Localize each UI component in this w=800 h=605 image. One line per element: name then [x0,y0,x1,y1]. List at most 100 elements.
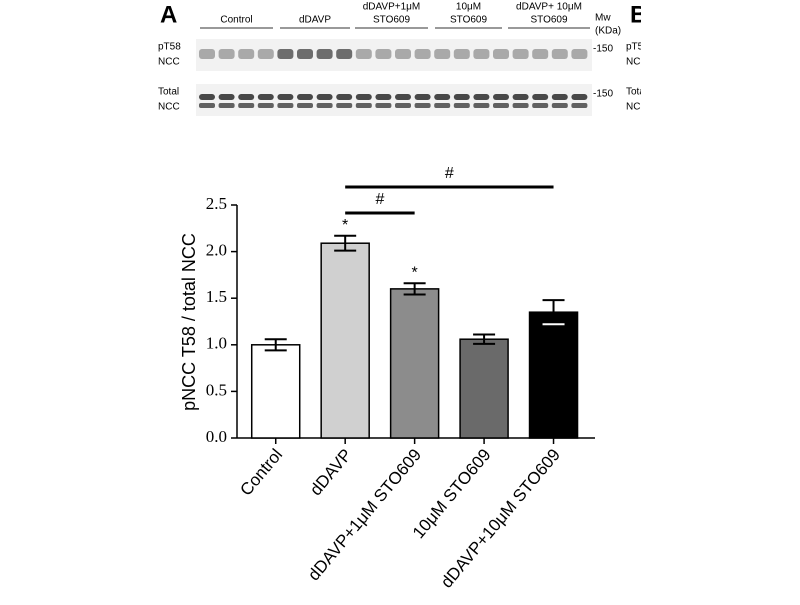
group-label: 10μM [456,2,481,13]
blot-band [453,94,470,100]
blot-band [414,49,431,59]
blot-band [571,94,588,100]
y-tick-label: 1.0 [206,334,227,353]
blot-band [395,103,411,108]
blot-band [551,103,568,108]
blot-band [277,49,294,59]
blot-band [473,49,490,59]
x-tick-label: dDAVP+1μM STO609 [304,445,425,584]
blot-band [375,94,392,100]
y-tick-label: 1.5 [206,287,227,306]
blot-band [277,94,294,100]
blot-strip [196,84,592,116]
blot-band [493,94,509,100]
group-label: STO609 [373,15,410,26]
blot-band [199,103,215,108]
blot-band [571,103,588,108]
blot-band [395,94,411,100]
bar [459,338,509,439]
bar [250,344,301,439]
blot-band [199,49,215,59]
blot-band [493,103,509,108]
blot-band [336,49,353,59]
blot-band [532,49,549,59]
blot-band [434,103,451,108]
row-label: NCC [158,102,180,113]
group-label: dDAVP+1μM [363,2,421,13]
blot-band [453,103,470,108]
blot-band [257,94,274,100]
blot-band [238,49,255,59]
blot-band [199,94,215,100]
blot-band [473,103,490,108]
y-tick-label: 2.0 [206,241,227,260]
blot-band [316,103,333,108]
bar [528,311,579,439]
blot-band [257,49,274,59]
blot-band [571,49,588,59]
blot-band [551,94,568,100]
significance-mark: * [412,265,418,282]
comparison-label: # [445,165,454,182]
comparison-label: # [375,191,384,208]
row-label: NCC [158,57,180,68]
blot-band [493,49,509,59]
blot-band [375,49,392,59]
blot-band [512,49,529,59]
blot-band [434,94,451,100]
y-tick-label: 0.0 [206,427,227,446]
blot-band [395,49,411,59]
x-tick-label: dDAVP+10μM STO609 [437,445,564,591]
blot-band [316,94,333,100]
mw-label: Mw [595,13,611,24]
group-label: STO609 [450,15,487,26]
blot-band [336,94,353,100]
blot-band [512,103,529,108]
mw-label: (KDa) [595,26,621,37]
row-label: pT58 [158,42,181,53]
mw-marker: -150 [593,89,613,100]
group-label: dDAVP [299,15,331,26]
panel-label: A [160,1,177,28]
panel-label: B [630,1,647,28]
row-label: NCC [626,102,648,113]
blot-band [277,103,294,108]
row-label: Total [158,87,179,98]
blot-band [512,94,529,100]
bar [320,242,370,439]
bar [389,288,440,439]
y-axis-label: pNCC T58 / total NCC [179,233,199,411]
blot-band [375,103,392,108]
blot-band [297,103,313,108]
blot-band [336,103,353,108]
blot-band [297,49,313,59]
blot-band [218,49,235,59]
blot-band [355,103,372,108]
blot-band [218,103,235,108]
blot-band [316,49,333,59]
x-tick-label: dDAVP [306,445,356,499]
row-label: pT58 [626,42,649,53]
row-label: Total [626,87,647,98]
row-label: NCC [626,57,648,68]
blot-band [473,94,490,100]
blot-band [238,94,255,100]
blot-band [434,49,451,59]
blot-strip [196,39,592,71]
blot-band [414,103,431,108]
blot-band [238,103,255,108]
blot-band [355,94,372,100]
blot-band [414,94,431,100]
blot-band [532,94,549,100]
y-tick-label: 0.5 [206,380,227,399]
blot-band [218,94,235,100]
significance-mark: * [342,217,348,234]
blot-band [532,103,549,108]
blot-band [297,94,313,100]
group-label: dDAVP+ 10μM [516,2,582,13]
blot-band [355,49,372,59]
group-label: STO609 [530,15,567,26]
y-tick-label: 2.5 [206,194,227,213]
x-tick-label: Control [236,445,286,499]
